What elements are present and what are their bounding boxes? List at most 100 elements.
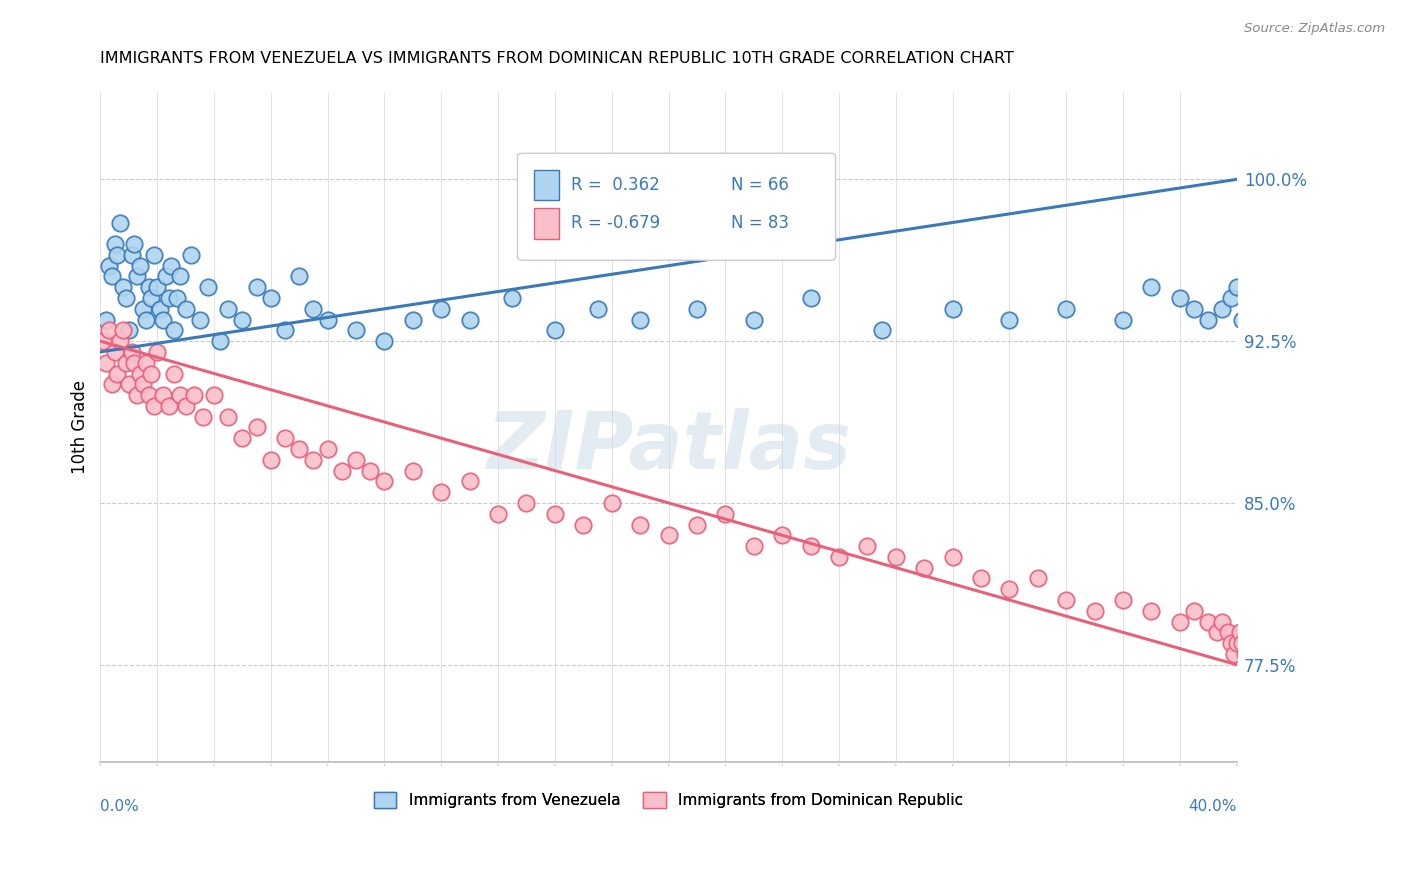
Point — [1234, 647, 1257, 661]
Point — [458, 312, 481, 326]
Point — [1220, 291, 1243, 305]
Point — [112, 323, 135, 337]
Point — [110, 215, 132, 229]
Point — [146, 280, 169, 294]
Point — [402, 312, 425, 326]
Point — [1197, 312, 1219, 326]
Point — [828, 549, 851, 564]
Point — [970, 571, 993, 585]
Point — [1246, 657, 1268, 672]
Point — [183, 388, 205, 402]
Point — [1229, 625, 1251, 640]
Point — [138, 388, 160, 402]
Point — [288, 442, 311, 456]
Point — [1140, 280, 1163, 294]
Point — [217, 409, 239, 424]
Point — [169, 388, 191, 402]
Point — [686, 517, 709, 532]
Point — [141, 367, 163, 381]
Point — [157, 291, 180, 305]
Point — [103, 345, 125, 359]
Point — [856, 539, 879, 553]
Point — [124, 237, 146, 252]
Point — [572, 517, 595, 532]
Point — [1084, 604, 1107, 618]
Point — [118, 377, 141, 392]
Point — [544, 323, 567, 337]
Point — [1168, 291, 1191, 305]
Point — [191, 409, 214, 424]
Text: R =  0.362: R = 0.362 — [571, 177, 659, 194]
Point — [770, 528, 793, 542]
Point — [152, 388, 174, 402]
Point — [135, 312, 157, 326]
Point — [316, 312, 339, 326]
FancyBboxPatch shape — [534, 170, 560, 201]
Point — [1054, 301, 1077, 316]
Point — [94, 312, 117, 326]
Point — [515, 496, 537, 510]
Point — [103, 237, 125, 252]
Point — [132, 377, 155, 392]
Point — [800, 539, 823, 553]
Point — [129, 259, 152, 273]
Point — [110, 334, 132, 348]
Point — [138, 280, 160, 294]
Point — [1220, 636, 1243, 650]
Point — [1211, 615, 1233, 629]
Point — [742, 539, 765, 553]
Point — [544, 507, 567, 521]
Point — [149, 301, 172, 316]
Point — [1140, 604, 1163, 618]
Point — [742, 312, 765, 326]
Point — [163, 323, 186, 337]
Point — [686, 301, 709, 316]
Point — [942, 549, 965, 564]
Point — [127, 388, 149, 402]
Point — [1226, 636, 1249, 650]
Point — [118, 323, 141, 337]
Point — [112, 280, 135, 294]
Point — [942, 301, 965, 316]
Point — [231, 431, 253, 445]
Point — [231, 312, 253, 326]
Point — [912, 560, 935, 574]
Point — [1211, 301, 1233, 316]
Point — [169, 269, 191, 284]
Point — [1026, 571, 1049, 585]
Point — [124, 356, 146, 370]
Point — [884, 549, 907, 564]
Point — [1218, 625, 1240, 640]
Point — [115, 291, 138, 305]
Point — [100, 377, 122, 392]
Point — [141, 291, 163, 305]
Text: Source: ZipAtlas.com: Source: ZipAtlas.com — [1244, 22, 1385, 36]
Point — [217, 301, 239, 316]
Point — [202, 388, 225, 402]
Point — [302, 452, 325, 467]
Point — [129, 367, 152, 381]
Point — [430, 301, 453, 316]
Point — [1112, 593, 1135, 607]
Text: 40.0%: 40.0% — [1188, 798, 1237, 814]
Point — [800, 291, 823, 305]
Point — [1237, 636, 1260, 650]
Text: R = -0.679: R = -0.679 — [571, 214, 659, 233]
Point — [628, 312, 651, 326]
Point — [657, 528, 679, 542]
Point — [1197, 615, 1219, 629]
Point — [1182, 301, 1205, 316]
Point — [91, 334, 114, 348]
Point — [246, 420, 269, 434]
Point — [274, 431, 297, 445]
Text: N = 83: N = 83 — [731, 214, 789, 233]
Point — [152, 312, 174, 326]
Point — [373, 334, 395, 348]
Text: 0.0%: 0.0% — [100, 798, 139, 814]
Point — [97, 259, 120, 273]
FancyBboxPatch shape — [517, 153, 835, 260]
Point — [402, 464, 425, 478]
Point — [246, 280, 269, 294]
Point — [998, 312, 1021, 326]
Point — [1182, 604, 1205, 618]
